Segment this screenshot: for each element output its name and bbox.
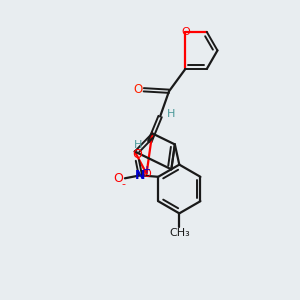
Text: -: - (122, 178, 125, 189)
Text: O: O (132, 148, 142, 161)
Text: O: O (181, 27, 190, 37)
Text: O: O (134, 83, 143, 96)
Text: O: O (113, 172, 123, 185)
Text: O: O (142, 169, 151, 179)
Text: H: H (167, 109, 176, 118)
Text: CH₃: CH₃ (169, 228, 190, 238)
Text: +: + (142, 165, 150, 175)
Text: H: H (134, 140, 142, 150)
Text: N: N (135, 169, 146, 182)
